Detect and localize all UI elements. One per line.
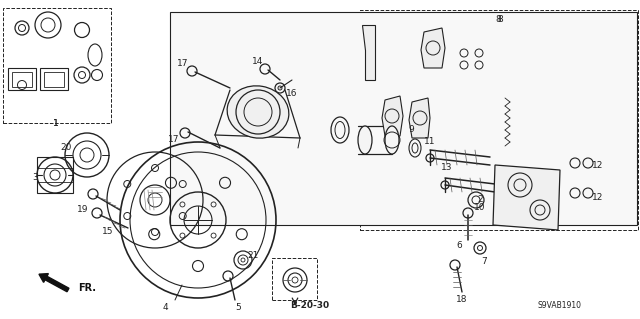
Bar [565,155,595,177]
Bar [456,46,493,73]
Bar [8,68,36,90]
Text: 5: 5 [235,302,241,311]
Polygon shape [382,96,403,136]
Text: S9VAB1910: S9VAB1910 [538,300,582,309]
Bar [450,98,476,146]
Bar [452,42,497,77]
Polygon shape [362,25,375,80]
Text: B-20-30: B-20-30 [291,300,330,309]
Text: 20: 20 [60,144,72,152]
Bar [375,22,393,80]
Bar [565,185,595,207]
Text: 4: 4 [162,303,168,313]
Bar [360,10,638,230]
Text: 3: 3 [32,174,38,182]
Text: 8: 8 [497,16,503,25]
Text: 8: 8 [495,16,501,25]
Bar [40,68,68,90]
Text: 18: 18 [456,295,468,305]
Text: 1: 1 [53,120,59,129]
Polygon shape [409,98,430,138]
Text: 14: 14 [252,57,264,66]
Bar [44,72,64,87]
Bar [272,258,317,300]
Text: 11: 11 [424,137,436,146]
Text: 21: 21 [247,250,259,259]
Bar [37,157,73,193]
Bar [401,32,409,47]
Text: 9: 9 [408,125,414,135]
Text: 6: 6 [456,241,462,249]
Text: 15: 15 [102,227,114,236]
Text: 16: 16 [286,88,298,98]
Text: 19: 19 [77,205,89,214]
Bar [378,25,390,75]
Text: 13: 13 [441,164,452,173]
Ellipse shape [385,126,399,154]
Ellipse shape [227,86,289,138]
Text: 12: 12 [592,160,604,169]
Polygon shape [170,12,637,225]
Text: 17: 17 [177,60,189,69]
Text: 7: 7 [481,257,487,266]
Text: 12: 12 [592,192,604,202]
Bar [12,72,32,87]
Bar [398,28,420,80]
Bar [483,95,505,150]
FancyArrow shape [39,274,69,292]
Text: 1: 1 [53,120,59,129]
Text: 10: 10 [474,204,486,212]
Bar [3,8,111,123]
Bar [401,52,409,67]
Text: FR.: FR. [78,283,96,293]
Bar [447,95,479,150]
Ellipse shape [358,126,372,154]
Polygon shape [421,28,445,68]
Text: 2: 2 [477,196,483,204]
Text: 17: 17 [168,136,180,145]
Polygon shape [493,165,560,230]
